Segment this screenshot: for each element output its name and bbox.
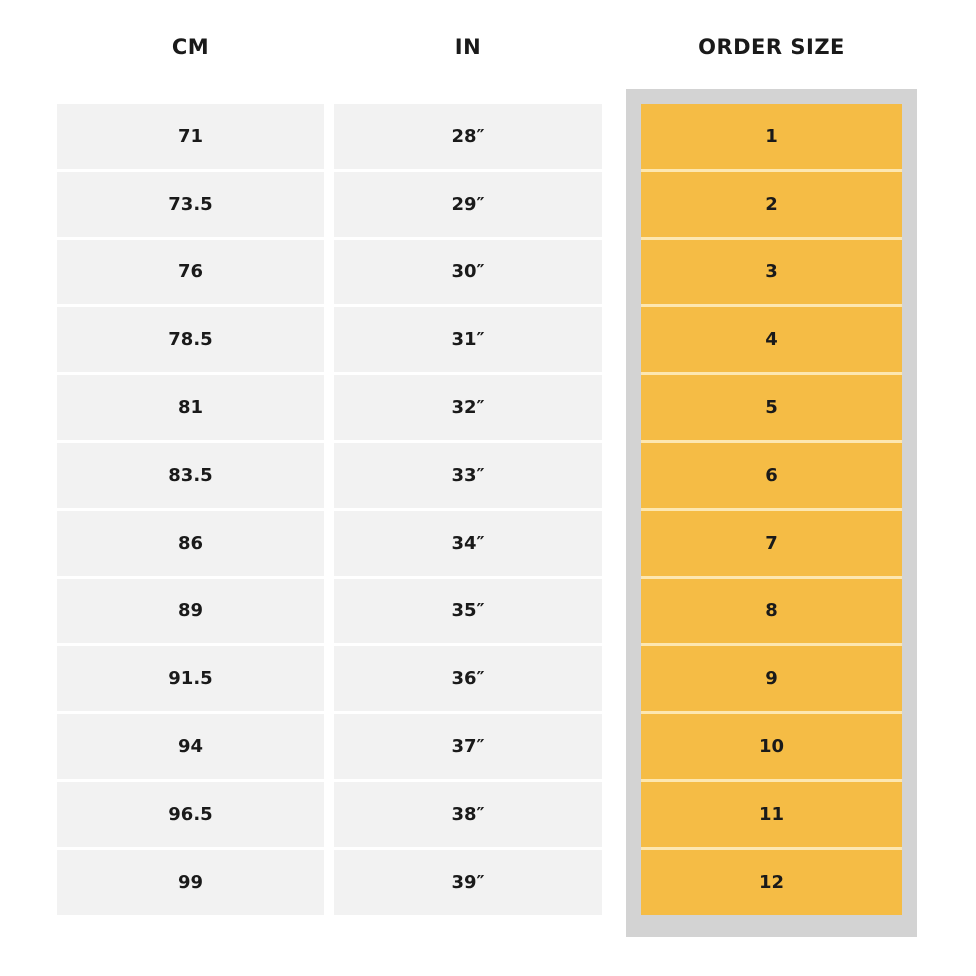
- order-size-cell: 10: [641, 714, 902, 779]
- in-cell: 33″: [334, 442, 602, 508]
- header-order-size: ORDER SIZE: [698, 35, 845, 59]
- cm-cell: 71: [57, 104, 324, 169]
- order-size-column: 1 2 3 4 5 6 7 8 9 10 11 12: [641, 104, 902, 915]
- in-cell: 34″: [334, 510, 602, 576]
- header-cm: CM: [171, 35, 210, 59]
- cm-cell: 73.5: [57, 171, 324, 237]
- in-cell: 38″: [334, 781, 602, 847]
- cm-column: 71 73.5 76 78.5 81 83.5 86 89 91.5 94 96.5 99: [57, 104, 324, 915]
- order-size-cell: 11: [641, 781, 902, 847]
- in-cell: 32″: [334, 375, 602, 440]
- in-cell: 37″: [334, 714, 602, 779]
- order-size-cell: 3: [641, 239, 902, 305]
- order-size-cell: 5: [641, 375, 902, 440]
- order-size-cell: 4: [641, 307, 902, 373]
- cm-cell: 83.5: [57, 442, 324, 508]
- order-size-cell: 12: [641, 849, 902, 915]
- cm-cell: 94: [57, 714, 324, 779]
- header-in: IN: [454, 35, 482, 59]
- cm-cell: 86: [57, 510, 324, 576]
- cm-cell: 89: [57, 578, 324, 644]
- cm-cell: 78.5: [57, 307, 324, 373]
- in-cell: 31″: [334, 307, 602, 373]
- in-cell: 36″: [334, 646, 602, 712]
- in-cell: 35″: [334, 578, 602, 644]
- in-column: 28″ 29″ 30″ 31″ 32″ 33″ 34″ 35″ 36″ 37″ 38″ 39″: [334, 104, 602, 915]
- cm-cell: 76: [57, 239, 324, 305]
- cm-cell: 81: [57, 375, 324, 440]
- order-size-cell: 1: [641, 104, 902, 169]
- in-cell: 28″: [334, 104, 602, 169]
- in-cell: 29″: [334, 171, 602, 237]
- order-size-cell: 7: [641, 510, 902, 576]
- cm-cell: 91.5: [57, 646, 324, 712]
- in-cell: 39″: [334, 849, 602, 915]
- order-size-cell: 2: [641, 171, 902, 237]
- order-size-cell: 8: [641, 578, 902, 644]
- order-size-cell: 6: [641, 442, 902, 508]
- in-cell: 30″: [334, 239, 602, 305]
- cm-cell: 96.5: [57, 781, 324, 847]
- cm-cell: 99: [57, 849, 324, 915]
- order-size-cell: 9: [641, 646, 902, 712]
